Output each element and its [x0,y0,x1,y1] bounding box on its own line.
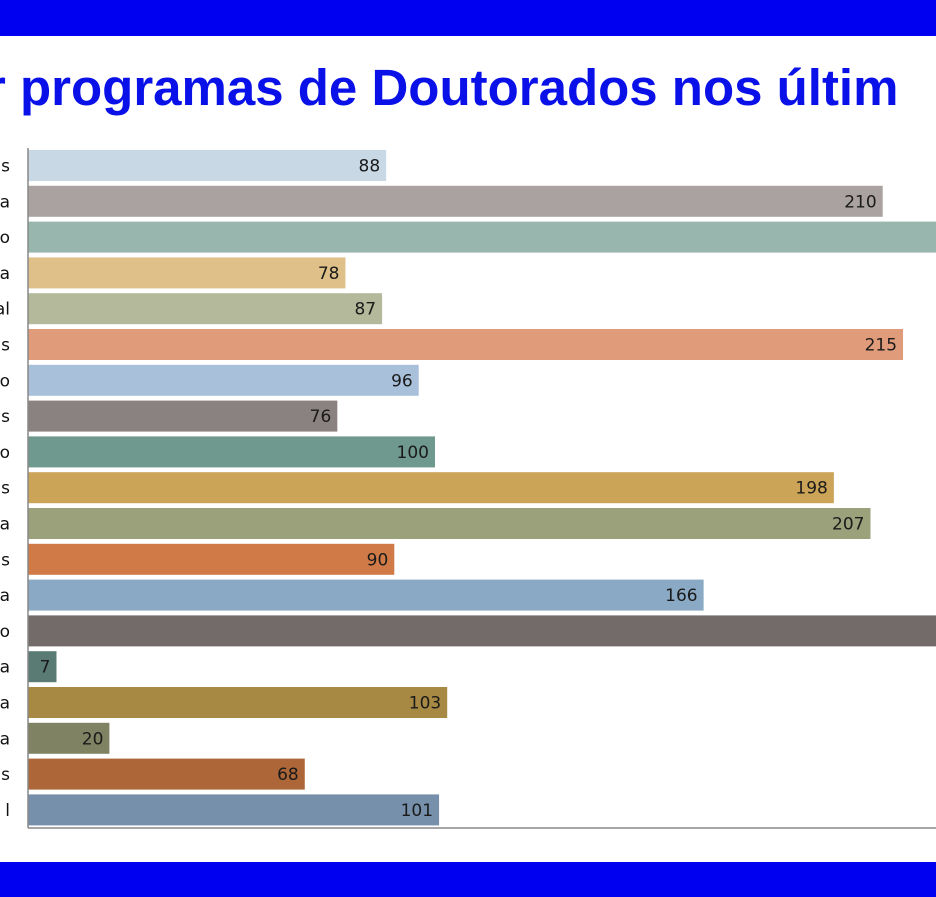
category-label-9: o [0,443,10,463]
category-label-4: a [0,264,10,284]
value-label-12: 90 [367,550,389,570]
value-label-7: 96 [391,371,413,391]
category-label-15: a [0,658,10,678]
value-label-13: 166 [665,586,697,606]
category-label-11: a [0,515,10,535]
bar-19 [28,794,440,826]
bar-10 [28,472,834,504]
value-label-19: 101 [401,801,433,821]
bar-13 [28,579,704,611]
value-label-6: 215 [865,336,897,356]
category-label-5: al [0,300,10,320]
bar-1 [28,150,387,181]
bar-18 [28,758,305,790]
bar-16 [28,687,448,718]
chart-title: r programas de Doutorados nos últim [0,59,899,116]
bottom-blue-band [0,862,936,897]
category-label-13: a [0,586,10,606]
bar-5 [28,293,383,325]
value-label-18: 68 [277,765,299,785]
bar-7 [28,364,419,396]
value-label-2: 210 [844,192,876,212]
bar-14 [28,615,936,647]
bar-8 [28,400,338,432]
value-label-11: 207 [832,515,864,535]
category-label-10: s [1,479,10,499]
bar-15 [28,651,57,683]
bar-12 [28,543,395,575]
value-label-10: 198 [795,479,827,499]
value-label-16: 103 [409,694,441,714]
bar-4 [28,257,346,289]
bar-17 [28,722,110,754]
category-label-14: o [0,622,10,642]
value-label-15: 7 [40,658,51,678]
value-label-4: 78 [318,264,340,284]
bar-9 [28,436,435,468]
category-label-18: s [1,765,10,785]
value-label-1: 88 [359,157,381,177]
category-label-12: s [1,550,10,570]
category-label-17: a [0,729,10,749]
bar-2 [28,185,883,217]
category-label-3: o [0,228,10,248]
category-label-8: s [1,407,10,427]
category-label-7: o [0,371,10,391]
value-label-9: 100 [397,443,429,463]
value-label-5: 87 [354,300,376,320]
category-label-2: a [0,192,10,212]
category-label-1: s [1,157,10,177]
category-label-19: l [5,801,10,821]
top-blue-band [0,0,936,36]
category-label-6: s [1,336,10,356]
value-label-17: 20 [82,729,104,749]
bar-11 [28,508,871,539]
category-label-16: a [0,694,10,714]
bar-6 [28,329,904,360]
value-label-8: 76 [310,407,332,427]
bar-3 [28,221,936,253]
